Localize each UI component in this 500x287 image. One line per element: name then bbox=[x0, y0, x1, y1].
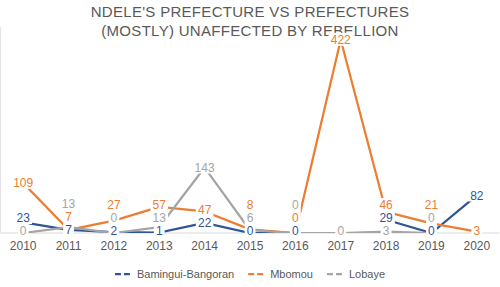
data-label: 47 bbox=[198, 203, 212, 217]
legend: Bamingui-Bangoran Mbomou Lobaye bbox=[115, 268, 385, 280]
data-label: 0 bbox=[292, 224, 299, 238]
data-label: 46 bbox=[379, 198, 393, 212]
data-labels: 0231097713202711357224714306800004223294… bbox=[11, 33, 486, 238]
x-tick-label: 2019 bbox=[418, 239, 445, 253]
legend-swatch bbox=[327, 273, 345, 275]
data-label: 82 bbox=[470, 189, 484, 203]
x-tick-label: 2012 bbox=[101, 239, 128, 253]
x-tick-label: 2014 bbox=[191, 239, 218, 253]
data-label: 1 bbox=[156, 224, 163, 238]
x-tick-label: 2013 bbox=[146, 239, 173, 253]
data-label: 27 bbox=[107, 198, 121, 212]
data-label: 0 bbox=[428, 224, 435, 238]
legend-label: Mbomou bbox=[270, 268, 313, 280]
x-tick-label: 2018 bbox=[373, 239, 400, 253]
data-label: 422 bbox=[331, 33, 351, 47]
x-tick-label: 2017 bbox=[327, 239, 354, 253]
data-label: 3 bbox=[383, 224, 390, 238]
data-label: 21 bbox=[425, 198, 439, 212]
data-label: 0 bbox=[20, 224, 27, 238]
data-label: 0 bbox=[247, 224, 254, 238]
legend-swatch bbox=[248, 273, 266, 275]
data-label: 0 bbox=[292, 198, 299, 212]
series-line bbox=[23, 168, 431, 233]
y-axis-line bbox=[0, 27, 1, 233]
data-label: 7 bbox=[65, 210, 72, 224]
data-label: 0 bbox=[111, 211, 118, 225]
data-label: 0 bbox=[292, 211, 299, 225]
data-label: 29 bbox=[379, 211, 393, 225]
data-label: 7 bbox=[65, 223, 72, 237]
data-label: 22 bbox=[198, 216, 212, 230]
data-label: 6 bbox=[247, 211, 254, 225]
data-label: 13 bbox=[153, 211, 167, 225]
data-label: 57 bbox=[153, 198, 167, 212]
data-label: 13 bbox=[62, 197, 76, 211]
legend-label: Bamingui-Bangoran bbox=[137, 268, 234, 280]
x-tick-label: 2016 bbox=[282, 239, 309, 253]
data-label: 109 bbox=[13, 176, 33, 190]
chart-title: NDELE'S PREFECTURE VS PREFECTURES (MOSTL… bbox=[70, 2, 430, 40]
x-tick-label: 2010 bbox=[10, 239, 37, 253]
data-label: 8 bbox=[247, 198, 254, 212]
chart: 2010201120122013201420152016201720182019… bbox=[0, 0, 500, 287]
data-label: 143 bbox=[195, 161, 215, 175]
x-tick-label: 2020 bbox=[463, 239, 490, 253]
x-tick-label: 2015 bbox=[237, 239, 264, 253]
data-label: 0 bbox=[337, 224, 344, 238]
data-label: 3 bbox=[473, 224, 480, 238]
data-label: 23 bbox=[17, 211, 31, 225]
series-line bbox=[23, 40, 477, 233]
legend-label: Lobaye bbox=[349, 268, 385, 280]
x-tick-label: 2011 bbox=[56, 239, 82, 253]
legend-swatch bbox=[115, 273, 133, 275]
data-label: 2 bbox=[111, 224, 118, 238]
data-label: 0 bbox=[428, 211, 435, 225]
series-lines bbox=[23, 40, 477, 233]
